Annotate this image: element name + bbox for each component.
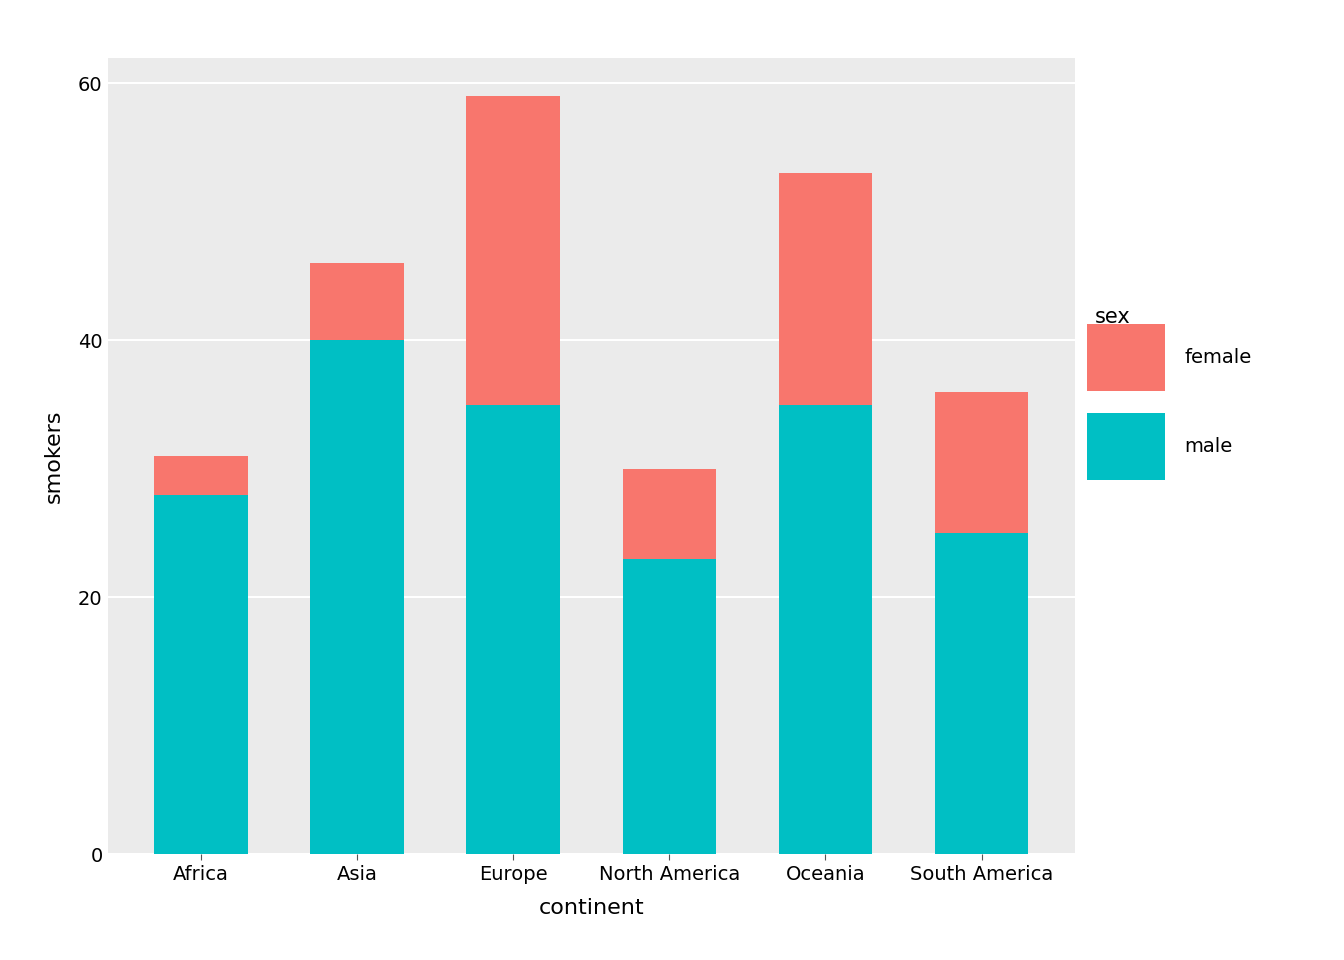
FancyBboxPatch shape — [1087, 413, 1165, 480]
Y-axis label: smokers: smokers — [44, 409, 65, 503]
Bar — [310, 341, 405, 854]
Bar — [310, 263, 405, 341]
Bar — [934, 392, 1028, 533]
Text: sex: sex — [1094, 307, 1130, 327]
Text: male: male — [1184, 437, 1232, 456]
Text: female: female — [1184, 348, 1251, 367]
Bar — [778, 173, 872, 404]
Bar — [778, 404, 872, 854]
X-axis label: continent: continent — [539, 898, 644, 918]
Bar — [622, 468, 716, 559]
Bar — [934, 533, 1028, 854]
Bar — [466, 96, 560, 404]
Bar — [466, 404, 560, 854]
Bar — [155, 456, 249, 494]
Bar — [155, 494, 249, 854]
Bar — [622, 559, 716, 854]
FancyBboxPatch shape — [1087, 324, 1165, 392]
